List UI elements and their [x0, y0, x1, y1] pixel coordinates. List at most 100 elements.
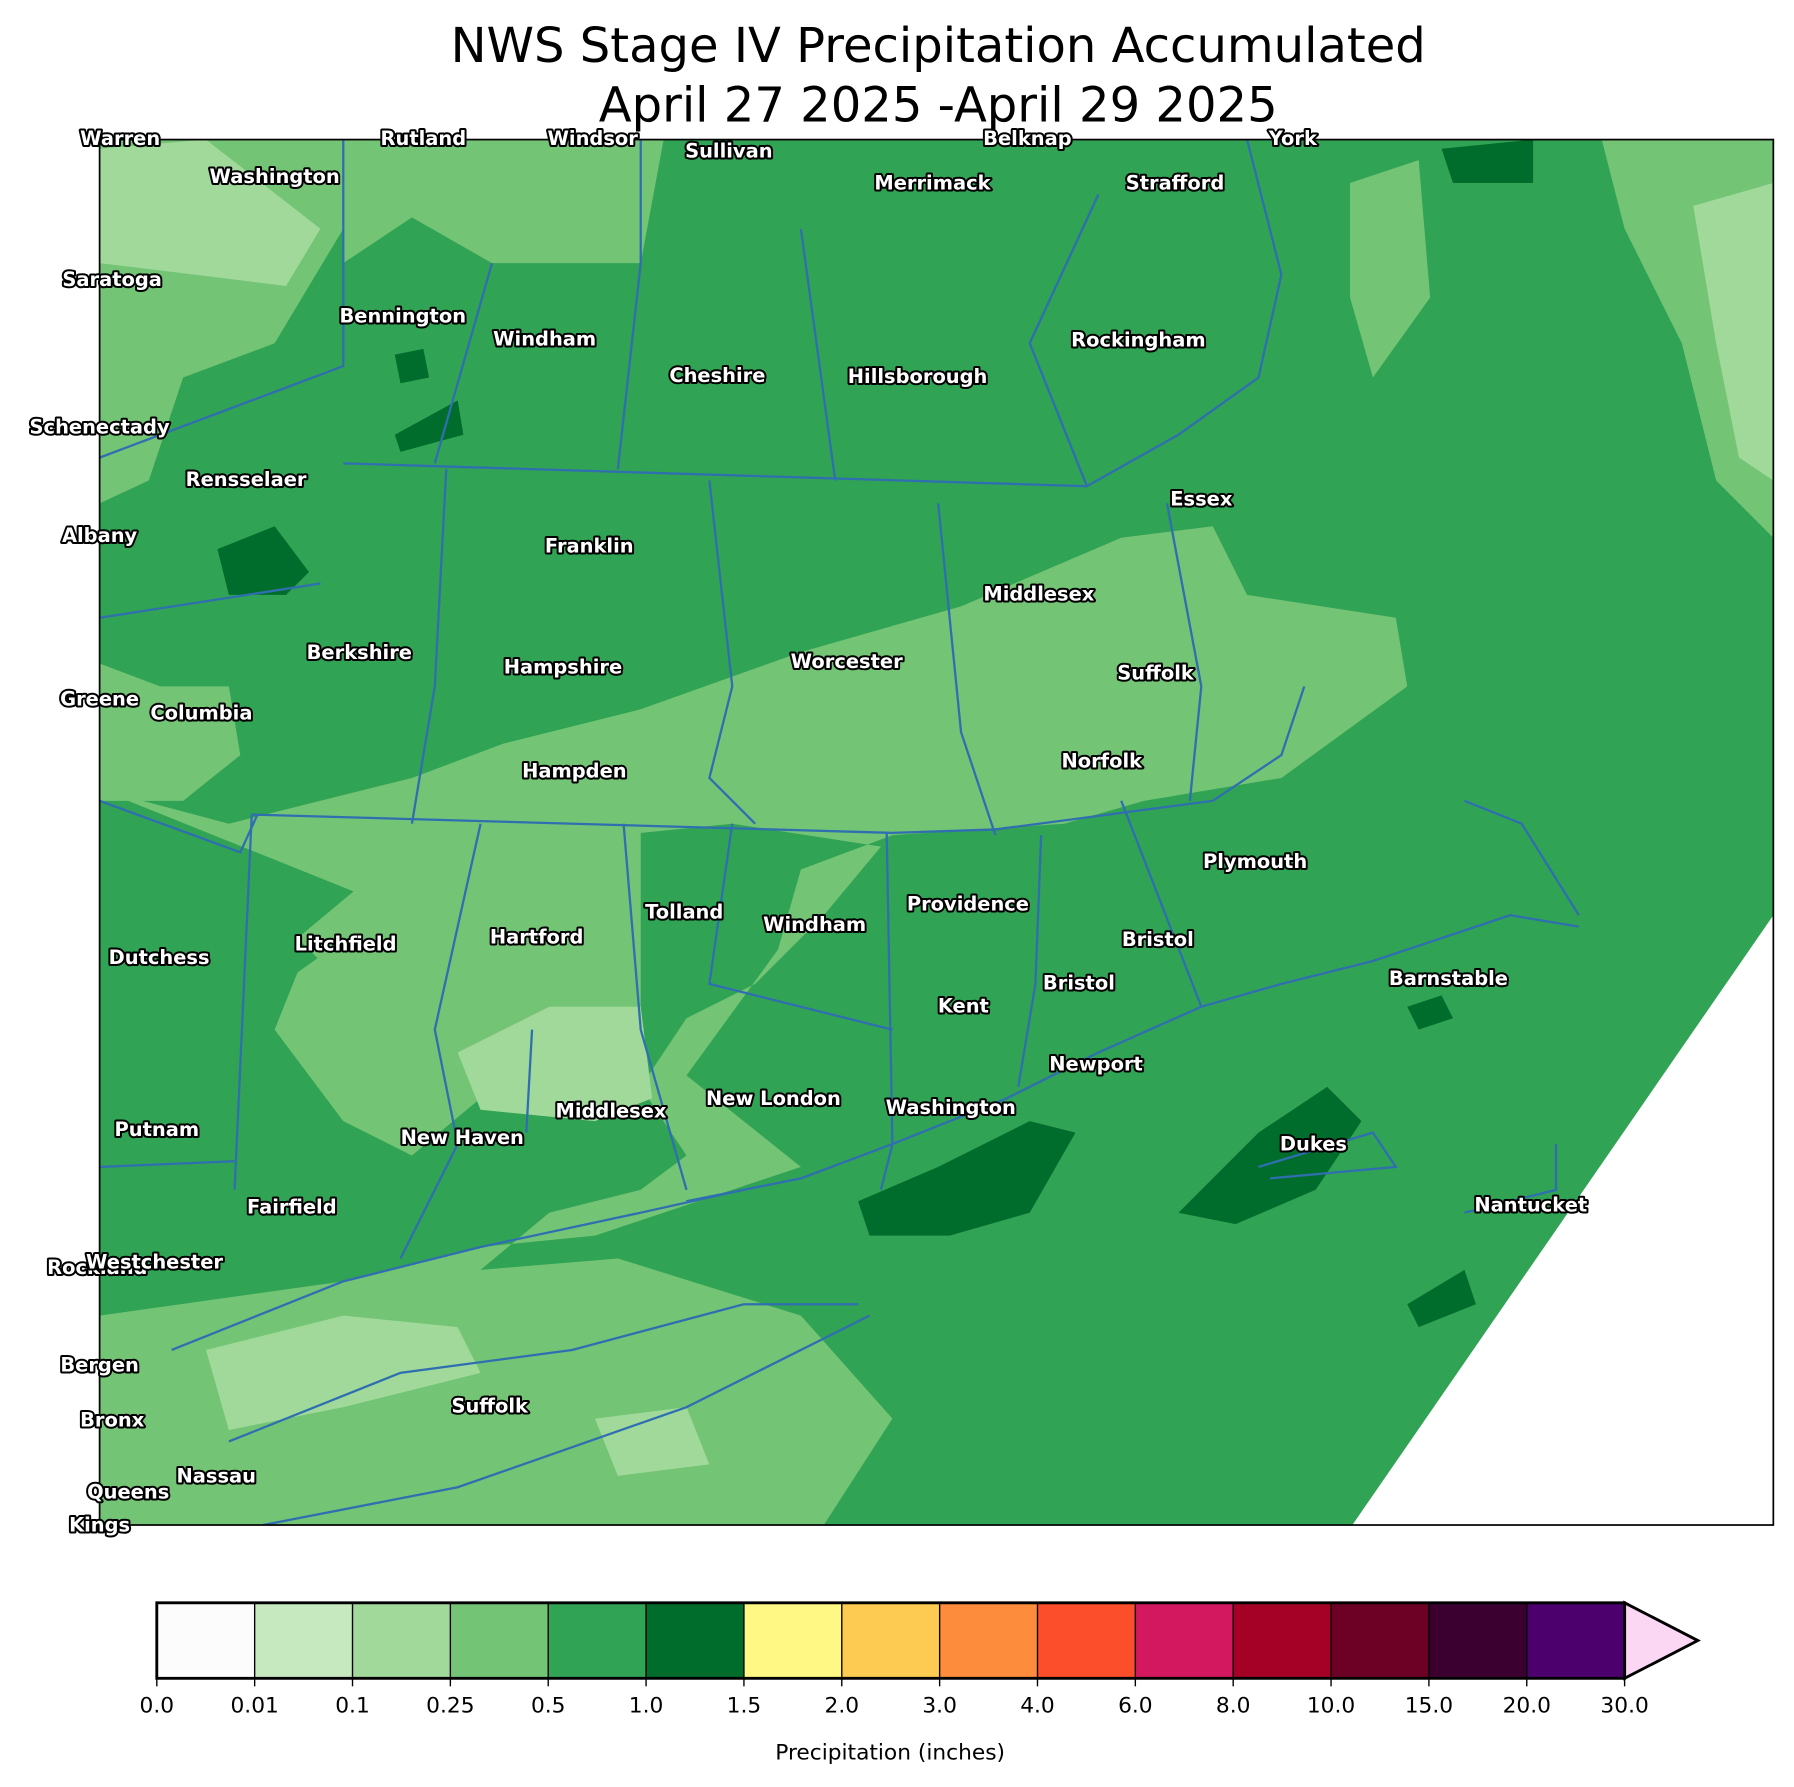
county-label: Bristol: [1043, 971, 1115, 994]
county-label: Essex: [1170, 487, 1233, 510]
precip-area: [99, 526, 1408, 1526]
color-swatch: [743, 1602, 842, 1679]
colorbar-tick-label: 8.0: [1216, 1694, 1251, 1719]
color-swatch: [548, 1602, 647, 1679]
precip-area: [99, 139, 321, 287]
border: [233, 814, 253, 1190]
border: [1028, 194, 1100, 487]
precip-area: [394, 348, 430, 384]
precip-area: [1352, 915, 1774, 1526]
county-label: Nassau: [177, 1464, 256, 1487]
precip-area: [217, 526, 309, 595]
title: NWS Stage IV Precipitation Accumulated: [451, 18, 1426, 74]
colorbar-tick-label: 0.01: [230, 1694, 278, 1719]
color-swatch: [1331, 1602, 1429, 1679]
county-label: Queens: [87, 1480, 169, 1503]
county-label: Rensselaer: [186, 468, 307, 491]
border: [171, 1188, 744, 1352]
county-label: Columbia: [150, 701, 252, 724]
colorbar-label: Precipitation (inches): [775, 1741, 1005, 1766]
county-label: Kent: [938, 994, 989, 1017]
county-label: Westchester: [86, 1251, 223, 1274]
border: [251, 686, 1306, 835]
colorbar-tick-label: 30.0: [1600, 1694, 1648, 1719]
county-label: Dutchess: [109, 946, 210, 969]
border: [99, 139, 345, 459]
county-label: Suffolk: [451, 1395, 529, 1418]
color-swatch: [1135, 1602, 1234, 1679]
county-label: Kings: [69, 1514, 130, 1537]
precip-area: [297, 823, 641, 1064]
colorbar-tick-label: 0.5: [531, 1694, 566, 1719]
county-label: Bennington: [339, 304, 466, 327]
county-label: Norfolk: [1061, 749, 1143, 772]
border: [99, 1160, 235, 1169]
color-swatch: [1526, 1602, 1625, 1679]
colorbar-tick-label: 0.1: [335, 1694, 370, 1719]
county-label: Washington: [210, 165, 340, 188]
color-swatch: [156, 1602, 255, 1679]
county-label: Cheshire: [669, 364, 765, 387]
county-label: Windham: [763, 913, 866, 936]
precip-area: [1693, 183, 1774, 481]
colorbar-tick-label: 3.0: [922, 1694, 957, 1719]
county-label: Strafford: [1126, 172, 1225, 195]
colorbar-tick-label: 15.0: [1405, 1694, 1453, 1719]
county-label: Fairfield: [247, 1196, 337, 1219]
county-label: Rockland: [47, 1256, 147, 1279]
border: [708, 823, 893, 1031]
colorbar-tick-label: 1.5: [727, 1694, 762, 1719]
border: [708, 480, 756, 825]
precip-area: [99, 663, 241, 801]
precip-area: [205, 1315, 481, 1431]
border: [622, 823, 688, 1191]
border: [433, 262, 494, 464]
colorbar: 0.0 0.01 0.1 0.25 0.5 1.0 1.5 2.0 3.0 4.0 6.0 8.0 10…: [140, 1600, 1701, 1719]
county-label: York: [1268, 127, 1318, 150]
border: [799, 228, 837, 481]
county-label: Rutland: [381, 127, 467, 150]
border: [410, 468, 448, 824]
county-label: Albany: [62, 524, 138, 547]
color-swatch: [352, 1602, 451, 1679]
color-swatch: [1233, 1602, 1332, 1679]
colorbar-tick-label: 1.0: [629, 1694, 664, 1719]
border: [1464, 1144, 1558, 1214]
county-label: Hampshire: [504, 656, 622, 679]
precip-area: [1006, 594, 1236, 778]
border: [1165, 503, 1203, 801]
precip-area: [394, 400, 464, 452]
county-label: Franklin: [545, 534, 634, 557]
border: [262, 1314, 871, 1526]
county-label: Greene: [60, 688, 139, 711]
county-label: Warren: [80, 127, 160, 150]
color-swatch: [450, 1602, 549, 1679]
colorbar-tick-label: 0.25: [426, 1694, 474, 1719]
map: Warren Rutland Windsor Sullivan Belknap York W…: [28, 125, 1775, 1539]
title: April 27 2025 -April 29 2025: [599, 77, 1278, 133]
county-label: Nantucket: [1474, 1193, 1587, 1216]
extend-arrow: [1623, 1600, 1701, 1681]
county-label: Windsor: [547, 127, 638, 150]
county-label: Windham: [493, 327, 596, 350]
colorbar-tick-label: 2.0: [825, 1694, 860, 1719]
border: [343, 139, 1283, 488]
county-label: Hillsborough: [848, 365, 988, 388]
precip-area: [1350, 160, 1431, 378]
county-label: Bronx: [80, 1408, 145, 1431]
color-swatch: [1037, 1602, 1136, 1679]
county-label: Schenectady: [30, 415, 170, 438]
border: [99, 799, 259, 854]
precip-area: [1407, 1269, 1476, 1328]
precip-area: [1407, 995, 1454, 1030]
precip-area: [858, 1121, 1076, 1236]
county-label: Barnstable: [1389, 967, 1508, 990]
county-label: Providence: [907, 892, 1029, 915]
border: [686, 914, 1580, 1203]
county-label: Berkshire: [307, 641, 412, 664]
county-label: Washington: [886, 1096, 1016, 1119]
color-swatch: [841, 1602, 940, 1679]
precip-area: [343, 139, 664, 264]
county-label: Litchfield: [295, 932, 397, 955]
